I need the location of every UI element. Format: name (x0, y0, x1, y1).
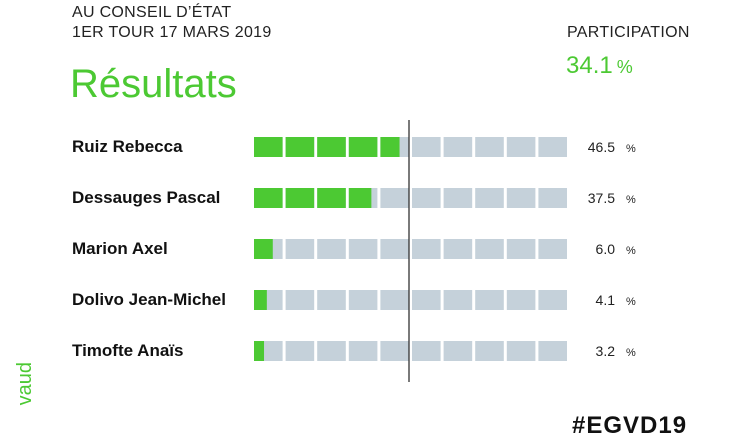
header-line-1: AU CONSEIL D’ÉTAT (72, 4, 232, 21)
bar-segment (506, 341, 536, 361)
value-label: 4.1 (596, 292, 616, 308)
candidate-name: Ruiz Rebecca (72, 137, 183, 156)
bar-segment (380, 188, 409, 208)
bar-fill (380, 137, 400, 157)
bar-fill (317, 188, 346, 208)
bar-segment (317, 290, 346, 310)
bar-segment (285, 239, 315, 259)
bar-segment (412, 290, 441, 310)
bar-segment (380, 290, 409, 310)
bar-segment (380, 341, 409, 361)
bar-segment (380, 239, 409, 259)
bar-segment (443, 188, 473, 208)
bar-segment (538, 341, 567, 361)
bar-fill (348, 137, 378, 157)
unit-label: % (626, 194, 636, 206)
header-line-2: 1ER TOUR 17 MARS 2019 (72, 24, 272, 41)
bar-segment (285, 341, 315, 361)
participation-unit: % (616, 57, 633, 77)
bar-segment (506, 239, 536, 259)
bar-segment (317, 341, 346, 361)
bar-segment (348, 341, 378, 361)
value-label: 37.5 (588, 190, 615, 206)
vaud-logo: vaud (14, 362, 36, 406)
bar-segment (538, 239, 567, 259)
bar-segment (412, 239, 441, 259)
value-label: 3.2 (596, 343, 616, 359)
participation-label: PARTICIPATION (567, 24, 690, 41)
bar-fill (317, 137, 346, 157)
bar-segment (285, 290, 315, 310)
bar-fill (348, 188, 372, 208)
bar-segment (506, 188, 536, 208)
bar-segment (443, 290, 473, 310)
bar-segment (412, 188, 441, 208)
unit-label: % (626, 296, 636, 308)
bar-fill (254, 290, 267, 310)
bar-segment (506, 290, 536, 310)
hashtag: #EGVD19 (572, 412, 688, 439)
participation-number: 34.1 (566, 52, 613, 79)
bar-segment (443, 137, 473, 157)
bar-segment (475, 341, 504, 361)
bar-segment (443, 239, 473, 259)
bar-segment (475, 137, 504, 157)
value-label: 6.0 (596, 241, 616, 257)
bar-segment (412, 341, 441, 361)
unit-label: % (626, 347, 636, 359)
page-title: Résultats (70, 62, 237, 106)
bar-segment (475, 239, 504, 259)
bar-segment (506, 137, 536, 157)
bar-segment (538, 188, 567, 208)
bar-fill (285, 188, 315, 208)
bar-fill (254, 137, 283, 157)
candidate-name: Marion Axel (72, 239, 168, 258)
results-chart: Ruiz Rebecca 46.5 % Dessauges Pascal 37.5 % Ma… (72, 120, 636, 382)
bar-segment (475, 290, 504, 310)
unit-label: % (626, 143, 636, 155)
bar-fill (254, 188, 283, 208)
bar-segment (443, 341, 473, 361)
candidate-name: Timofte Anaïs (72, 341, 183, 360)
participation-value: 34.1% (566, 52, 633, 80)
bar-segment (475, 188, 504, 208)
value-label: 46.5 (588, 139, 615, 155)
candidate-name: Dessauges Pascal (72, 188, 220, 207)
unit-label: % (626, 245, 636, 257)
bar-segment (317, 239, 346, 259)
bar-fill (285, 137, 315, 157)
candidate-name: Dolivo Jean-Michel (72, 290, 226, 309)
bar-segment (348, 290, 378, 310)
bar-segment (412, 137, 441, 157)
bar-fill (254, 239, 273, 259)
bar-segment (348, 239, 378, 259)
bar-segment (538, 137, 567, 157)
bar-fill (254, 341, 265, 361)
bar-segment (538, 290, 567, 310)
